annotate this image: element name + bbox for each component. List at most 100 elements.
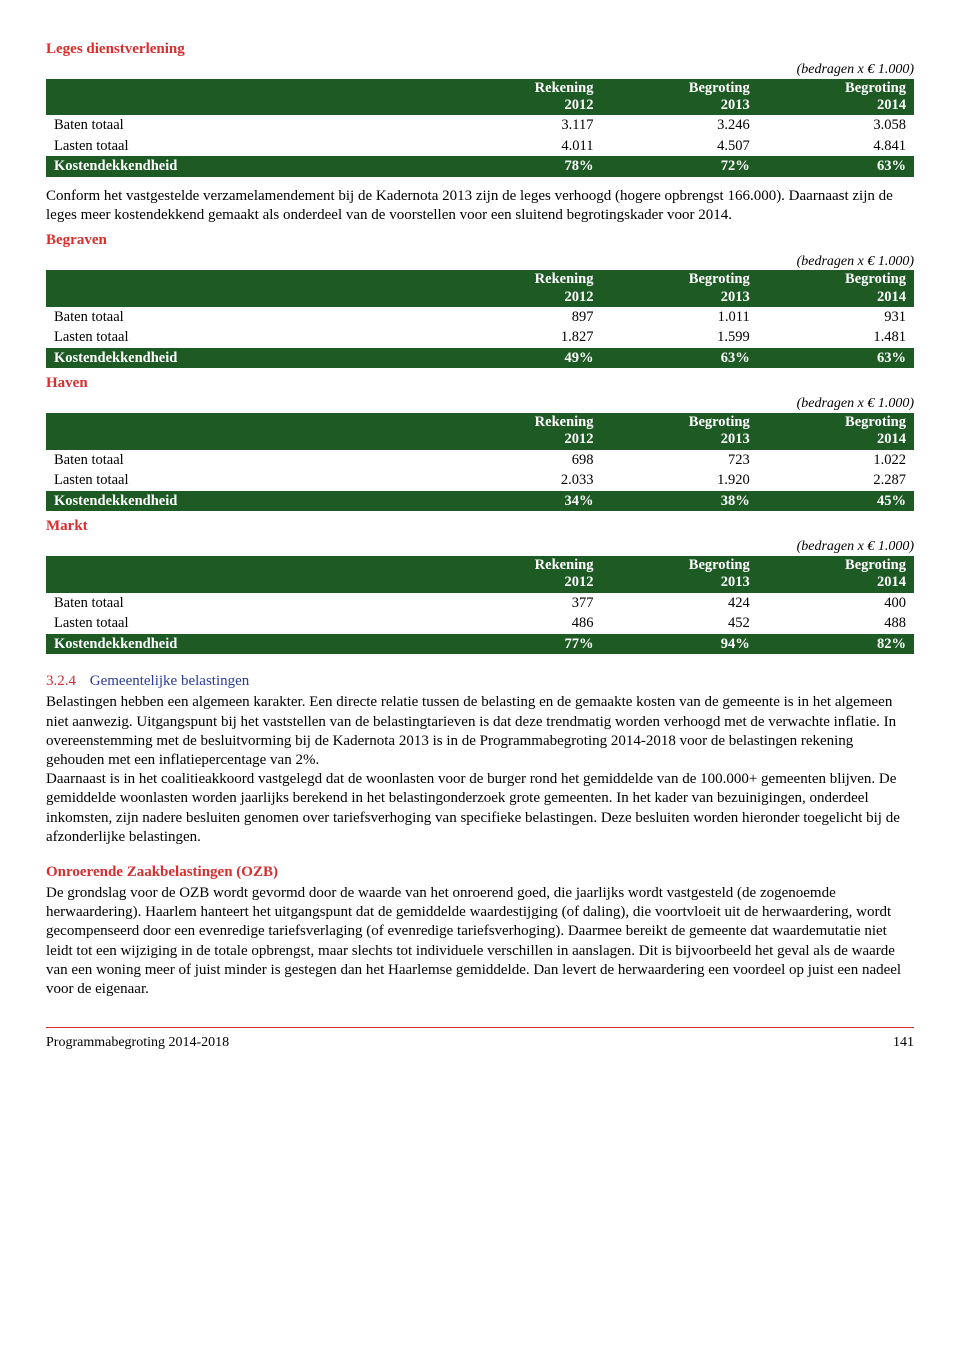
table-row: Lasten totaal 2.033 1.920 2.287 <box>46 470 914 491</box>
section-begraven: Begraven (bedragen x € 1.000) Rekening20… <box>46 231 914 368</box>
th-bot: 2012 <box>565 289 594 305</box>
cell: 1.599 <box>602 327 758 348</box>
th-bot: 2013 <box>721 97 750 113</box>
unit-note: (bedragen x € 1.000) <box>46 61 914 79</box>
th: Rekening 2012 <box>445 270 601 306</box>
th: Begroting2013 <box>602 413 758 449</box>
cell: 4.011 <box>445 136 601 157</box>
th-bot: 2012 <box>565 431 594 447</box>
th: Begroting2013 <box>602 79 758 115</box>
table-row: Lasten totaal 486 452 488 <box>46 613 914 634</box>
th-bot: 2014 <box>877 574 906 590</box>
th-top: Begroting <box>689 80 750 96</box>
th: Begroting2014 <box>758 79 914 115</box>
cell: 63% <box>602 348 758 369</box>
section-title-ozb: Onroerende Zaakbelastingen (OZB) <box>46 863 914 882</box>
th: Rekening2012 <box>445 413 601 449</box>
cell: 1.011 <box>602 307 758 328</box>
th-blank <box>46 79 445 115</box>
th-blank <box>46 270 445 306</box>
section-title: Haven <box>46 374 914 393</box>
unit-note: (bedragen x € 1.000) <box>46 538 914 556</box>
cell: 3.058 <box>758 115 914 136</box>
th-bot: 2012 <box>565 97 594 113</box>
table-begraven: Rekening2012 Begroting2013 Begroting2014… <box>46 270 914 368</box>
table-markt: Rekening2012 Begroting2013 Begroting2014… <box>46 556 914 654</box>
cell: 1.827 <box>445 327 601 348</box>
th: Begroting2014 <box>758 413 914 449</box>
footer-left: Programmabegroting 2014-2018 <box>46 1034 229 1052</box>
table-row: Baten totaal 698 723 1.022 <box>46 450 914 471</box>
cell: 82% <box>758 634 914 655</box>
page-footer: Programmabegroting 2014-2018 141 <box>46 1034 914 1052</box>
cell: 1.481 <box>758 327 914 348</box>
cell: 1.920 <box>602 470 758 491</box>
cell: Kostendekkendheid <box>46 491 445 512</box>
unit-note: (bedragen x € 1.000) <box>46 395 914 413</box>
cell: Lasten totaal <box>46 327 445 348</box>
cell: Baten totaal <box>46 450 445 471</box>
table-row-total: Kostendekkendheid 49% 63% 63% <box>46 348 914 369</box>
cell: Kostendekkendheid <box>46 348 445 369</box>
cell: 897 <box>445 307 601 328</box>
th: Rekening2012 <box>445 79 601 115</box>
table-row: Lasten totaal 4.011 4.507 4.841 <box>46 136 914 157</box>
cell: 2.033 <box>445 470 601 491</box>
table-haven: Rekening2012 Begroting2013 Begroting2014… <box>46 413 914 511</box>
footer-right: 141 <box>893 1034 914 1052</box>
cell: Lasten totaal <box>46 613 445 634</box>
cell: 34% <box>445 491 601 512</box>
th-top: Begroting <box>689 271 750 287</box>
th-top: Begroting <box>845 414 906 430</box>
th-top: Begroting <box>689 414 750 430</box>
cell: 377 <box>445 593 601 614</box>
cell: Lasten totaal <box>46 470 445 491</box>
section-markt: Markt (bedragen x € 1.000) Rekening2012 … <box>46 517 914 654</box>
cell: 49% <box>445 348 601 369</box>
heading-num: 3.2.4 <box>46 673 76 689</box>
th-bot: 2013 <box>721 289 750 305</box>
table-row-total: Kostendekkendheid 78% 72% 63% <box>46 156 914 177</box>
cell: 1.022 <box>758 450 914 471</box>
cell: Kostendekkendheid <box>46 634 445 655</box>
th: Begroting2014 <box>758 556 914 592</box>
table-row-total: Kostendekkendheid 34% 38% 45% <box>46 491 914 512</box>
para-leges: Conform het vastgestelde verzamelamendem… <box>46 187 914 225</box>
cell: 94% <box>602 634 758 655</box>
th: Begroting2013 <box>602 556 758 592</box>
th-top: Begroting <box>845 557 906 573</box>
cell: 4.841 <box>758 136 914 157</box>
cell: 4.507 <box>602 136 758 157</box>
cell: Lasten totaal <box>46 136 445 157</box>
th-top: Rekening <box>535 414 594 430</box>
th-top: Rekening <box>535 557 594 573</box>
cell: 723 <box>602 450 758 471</box>
cell: 931 <box>758 307 914 328</box>
cell: 400 <box>758 593 914 614</box>
cell: 78% <box>445 156 601 177</box>
th-top: Rekening <box>535 80 594 96</box>
section-title: Markt <box>46 517 914 536</box>
th-bot: 2012 <box>565 574 594 590</box>
th: Begroting 2013 <box>602 270 758 306</box>
cell: 72% <box>602 156 758 177</box>
section-title: Leges dienstverlening <box>46 40 914 59</box>
cell: Baten totaal <box>46 307 445 328</box>
cell: Kostendekkendheid <box>46 156 445 177</box>
unit-note: (bedragen x € 1.000) <box>46 253 914 271</box>
table-row: Lasten totaal 1.827 1.599 1.481 <box>46 327 914 348</box>
cell: 3.246 <box>602 115 758 136</box>
th-top: Begroting <box>689 557 750 573</box>
th-top: Begroting <box>845 80 906 96</box>
th-top: Rekening <box>535 271 594 287</box>
cell: 3.117 <box>445 115 601 136</box>
cell: 38% <box>602 491 758 512</box>
cell: 2.287 <box>758 470 914 491</box>
heading-text: Gemeentelijke belastingen <box>90 673 250 689</box>
footer-rule <box>46 1027 914 1028</box>
cell: 45% <box>758 491 914 512</box>
cell: Baten totaal <box>46 115 445 136</box>
para-ozb: De grondslag voor de OZB wordt gevormd d… <box>46 884 914 999</box>
th-blank <box>46 556 445 592</box>
cell: 486 <box>445 613 601 634</box>
